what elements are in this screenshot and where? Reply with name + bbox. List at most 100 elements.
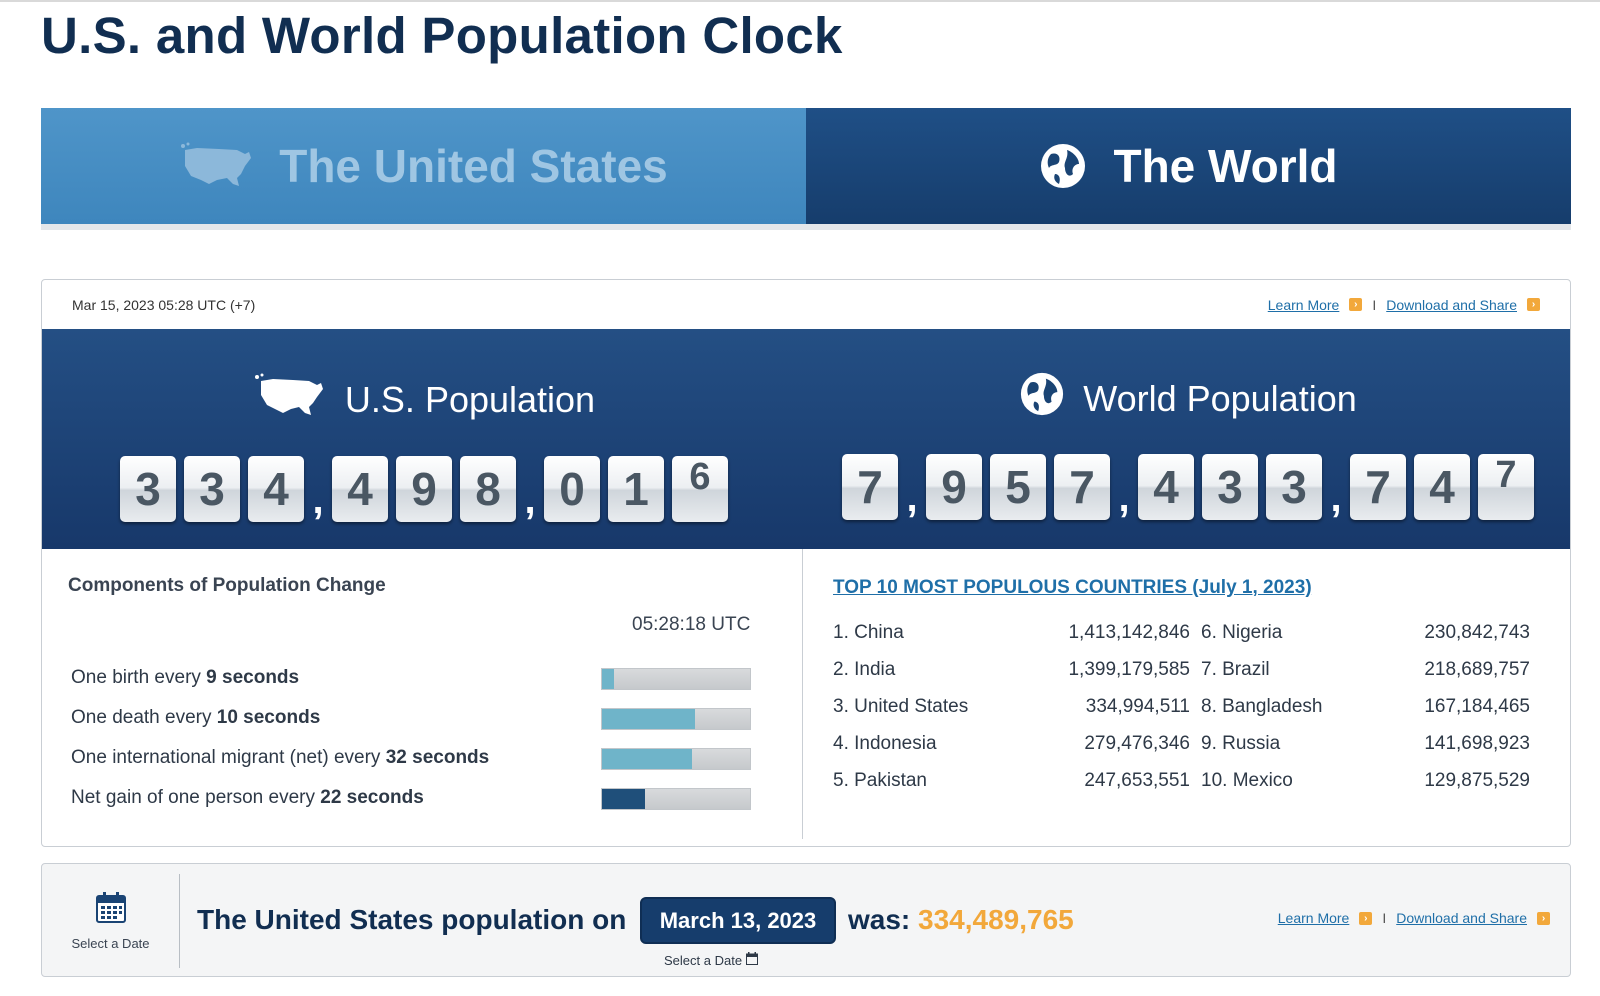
us-population-digit: 4	[248, 456, 304, 522]
learn-more-link[interactable]: Learn More	[1277, 910, 1350, 926]
country-name: 2. India	[833, 659, 896, 680]
components-time: 05:28:18 UTC	[632, 614, 751, 635]
component-progress-fill	[602, 749, 693, 769]
date-selector-button[interactable]: March 13, 2023	[640, 897, 836, 944]
component-progress-bar	[601, 668, 751, 690]
us-population-digit: 8	[460, 456, 516, 522]
world-population-digit: 7	[1350, 454, 1406, 520]
download-share-link[interactable]: Download and Share	[1386, 296, 1517, 313]
country-population: 129,875,529	[1424, 770, 1530, 791]
country-name: 9. Russia	[1201, 733, 1281, 754]
country-population: 247,653,551	[1084, 770, 1190, 791]
bottom-links: Learn More › I Download and Share ›	[1278, 910, 1550, 926]
country-population: 279,476,346	[1084, 733, 1190, 754]
top-divider	[0, 0, 1600, 2]
top-10-title-link[interactable]: TOP 10 MOST POPULOUS COUNTRIES (July 1, …	[833, 577, 1312, 598]
component-interval: 9 seconds	[206, 667, 300, 688]
us-map-icon	[253, 371, 327, 428]
external-link-icon: ›	[1349, 298, 1363, 311]
country-name: 7. Brazil	[1201, 659, 1270, 680]
us-population-digit: 6	[672, 456, 728, 522]
tab-united-states[interactable]: The United States	[41, 108, 806, 224]
globe-icon	[1019, 371, 1065, 426]
external-link-icon: ›	[1359, 911, 1373, 925]
world-population-comma: ,	[906, 476, 918, 520]
us-population-digit: 9	[396, 456, 452, 522]
us-population-comma: ,	[312, 478, 324, 522]
lookup-sentence: The United States population on	[197, 904, 627, 935]
world-population-comma: ,	[1330, 476, 1342, 520]
component-progress-bar	[601, 748, 751, 770]
country-name: 10. Mexico	[1201, 770, 1293, 791]
us-map-icon	[179, 140, 253, 192]
country-name: 8. Bangladesh	[1201, 696, 1323, 717]
tab-world[interactable]: The World	[806, 108, 1571, 224]
components-title: Components of Population Change	[68, 575, 386, 596]
world-population-digit: 3	[1202, 454, 1258, 520]
external-link-icon: ›	[1537, 911, 1550, 925]
country-name: 5. Pakistan	[833, 770, 927, 791]
component-progress-fill	[602, 709, 696, 729]
component-text: One international migrant (net) every	[71, 747, 386, 768]
globe-icon	[1039, 142, 1087, 190]
country-population: 230,842,743	[1424, 622, 1530, 643]
country-name: 6. Nigeria	[1201, 622, 1283, 643]
country-population: 141,698,923	[1424, 733, 1530, 754]
country-population: 1,413,142,846	[1068, 622, 1190, 643]
component-row: One international migrant (net) every 32…	[71, 747, 489, 769]
lookup-result: was: 334,489,765	[848, 904, 1074, 936]
component-text: Net gain of one person every	[71, 787, 321, 808]
us-population-comma: ,	[524, 478, 536, 522]
us-population-digit: 0	[544, 456, 600, 522]
population-clock-panel: Mar 15, 2023 05:28 UTC (+7) Learn More ›…	[41, 279, 1571, 847]
world-population-digit: 7	[1054, 454, 1110, 520]
component-progress-fill	[602, 789, 645, 809]
world-population-digit: 7	[1478, 454, 1534, 520]
component-interval: 22 seconds	[320, 787, 424, 808]
us-population-digit: 4	[332, 456, 388, 522]
panel-header: Mar 15, 2023 05:28 UTC (+7) Learn More ›…	[42, 280, 1570, 329]
component-progress-bar	[601, 708, 751, 730]
calendar-icon	[95, 891, 126, 928]
component-interval: 32 seconds	[385, 747, 490, 768]
tab-united-states-label: The United States	[279, 140, 668, 192]
world-population-digit: 4	[1414, 454, 1470, 520]
page-title: U.S. and World Population Clock	[41, 7, 843, 64]
component-row: One birth every 9 seconds	[71, 667, 299, 689]
historical-lookup-bar: Select a Date The United States populati…	[41, 863, 1571, 977]
components-of-change: Components of Population Change 05:28:18…	[42, 549, 803, 839]
world-population-digit: 4	[1138, 454, 1194, 520]
was-label: was:	[848, 904, 911, 935]
select-date-link[interactable]: Select a Date	[664, 952, 759, 968]
world-population-digit: 9	[926, 454, 982, 520]
world-population-digit: 5	[990, 454, 1046, 520]
country-population: 1,399,179,585	[1068, 659, 1190, 680]
component-row: One death every 10 seconds	[71, 707, 320, 729]
link-separator: I	[1372, 296, 1377, 313]
component-progress-bar	[601, 788, 751, 810]
component-row: Net gain of one person every 22 seconds	[71, 787, 424, 809]
country-name: 3. United States	[833, 696, 969, 717]
component-interval: 10 seconds	[216, 707, 321, 728]
world-population-digit: 3	[1266, 454, 1322, 520]
learn-more-link[interactable]: Learn More	[1267, 296, 1340, 313]
country-population: 334,994,511	[1085, 696, 1190, 717]
world-population-heading: World Population	[1019, 371, 1357, 426]
component-text: One birth every	[71, 667, 207, 688]
us-population-digit: 3	[120, 456, 176, 522]
select-date-button[interactable]: Select a Date	[42, 874, 180, 968]
us-population-digit: 1	[608, 456, 664, 522]
download-share-link[interactable]: Download and Share	[1396, 910, 1527, 926]
select-date-label: Select a Date	[71, 936, 150, 951]
world-population-label: World Population	[1083, 377, 1357, 419]
country-name: 1. China	[833, 622, 904, 643]
lower-section: Components of Population Change 05:28:18…	[42, 549, 1570, 846]
world-population-digit: 7	[842, 454, 898, 520]
us-population-label: U.S. Population	[344, 378, 596, 420]
top-10-countries: TOP 10 MOST POPULOUS COUNTRIES (July 1, …	[803, 549, 1570, 846]
